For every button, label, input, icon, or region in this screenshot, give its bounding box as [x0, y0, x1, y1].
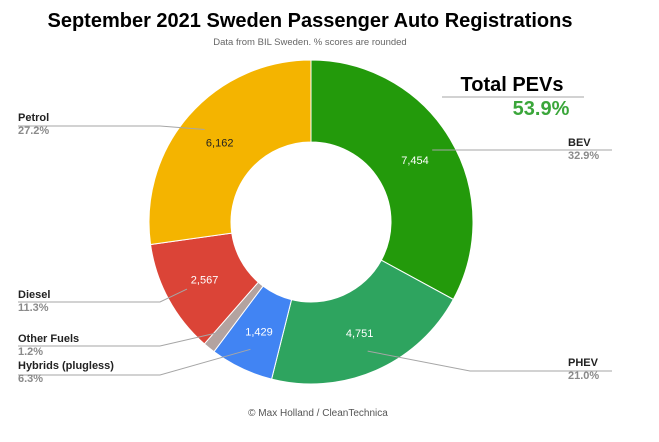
chart-title: September 2021 Sweden Passenger Auto Reg… — [48, 10, 573, 32]
chart-footer: © Max Holland / CleanTechnica — [248, 408, 388, 419]
total-pevs-value: 53.9% — [513, 98, 570, 120]
percent-diesel: 11.3% — [18, 302, 49, 314]
leader-other-fuels — [18, 331, 223, 347]
label-bev: BEV — [568, 137, 591, 149]
percent-petrol: 27.2% — [18, 125, 49, 137]
percent-hybrids-plugless: 6.3% — [18, 373, 43, 385]
chart-subtitle: Data from BIL Sweden. % scores are round… — [213, 37, 406, 48]
label-petrol: Petrol — [18, 112, 49, 124]
leader-phev — [367, 350, 612, 372]
slice-petrol — [148, 59, 312, 246]
label-other-fuels: Other Fuels — [18, 333, 79, 345]
leader-diesel — [18, 288, 188, 303]
label-phev: PHEV — [568, 357, 599, 369]
label-hybrids-plugless: Hybrids (plugless) — [18, 360, 114, 372]
percent-other-fuels: 1.2% — [18, 346, 43, 358]
total-pevs-label: Total PEVs — [461, 74, 564, 96]
percent-bev: 32.9% — [568, 150, 599, 162]
leader-lines — [18, 125, 612, 376]
leader-petrol — [18, 125, 205, 130]
value-label-bev: 7,454 — [401, 155, 429, 167]
value-label-diesel: 2,567 — [191, 275, 219, 287]
slice-bev — [310, 59, 474, 301]
value-label-phev: 4,751 — [346, 328, 374, 340]
leader-hybrids-plugless — [18, 348, 251, 376]
donut-slices: 7,454 4,751 1,429 2,567 6,162 — [148, 59, 474, 385]
percent-phev: 21.0% — [568, 370, 599, 382]
value-label-hybrids-plugless: 1,429 — [245, 326, 273, 338]
value-label-petrol: 6,162 — [206, 138, 234, 150]
slice-phev — [270, 259, 455, 385]
label-diesel: Diesel — [18, 289, 50, 301]
